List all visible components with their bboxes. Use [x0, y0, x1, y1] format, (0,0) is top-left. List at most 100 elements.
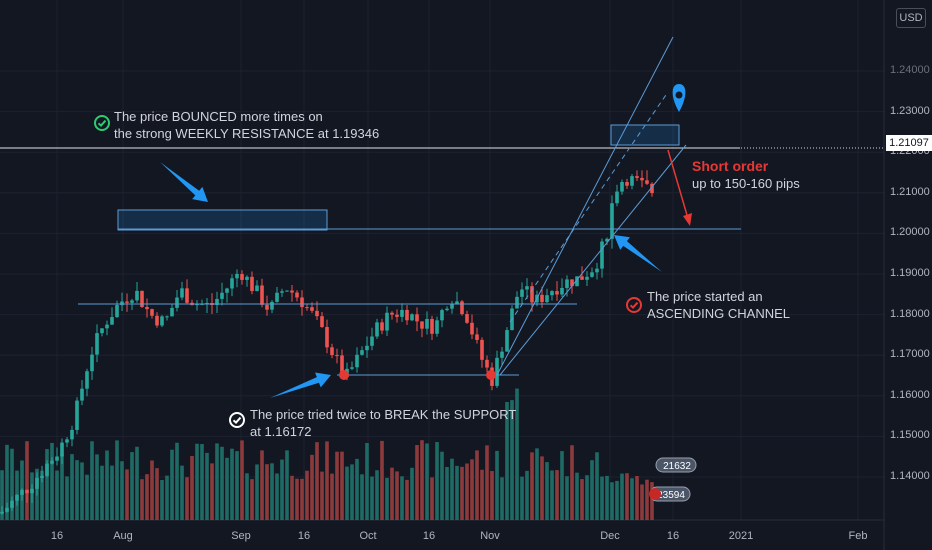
candle-body [195, 303, 199, 306]
candle-body [585, 276, 589, 280]
candle-body [10, 500, 14, 508]
candle-body [160, 316, 164, 326]
volume-bar [110, 465, 114, 520]
volume-bar [270, 463, 274, 520]
x-tick-label: Sep [231, 530, 251, 542]
volume-bar [555, 470, 559, 520]
volume-bar [65, 476, 69, 520]
volume-bar [535, 448, 539, 520]
candle-body [470, 322, 474, 335]
candle-body [465, 314, 469, 323]
volume-bar [175, 442, 179, 520]
volume-bar [105, 450, 109, 520]
volume-bar [315, 442, 319, 520]
volume-bar [370, 476, 374, 520]
candle-body [225, 288, 229, 293]
x-tick-label: 2021 [728, 530, 754, 542]
candle-body [555, 291, 559, 295]
volume-bar [5, 444, 9, 520]
currency-badge[interactable]: USD [896, 8, 926, 28]
volume-bar [220, 446, 224, 520]
short-arrow-head [683, 213, 692, 226]
volume-bar [170, 449, 174, 520]
candle-body [5, 507, 9, 512]
candle-body [565, 279, 569, 288]
candle-body [140, 290, 144, 307]
candle-body [445, 308, 449, 311]
volume-bar [430, 477, 434, 520]
candle-body [260, 285, 264, 305]
candle-body [45, 463, 49, 476]
volume-bar [460, 466, 464, 520]
x-tick-label: 16 [50, 530, 64, 542]
volume-bar [45, 449, 49, 520]
candle-body [80, 388, 84, 401]
candle-body [115, 305, 119, 318]
short-order-annotation: Short order up to 150-160 pips [692, 158, 800, 192]
volume-bar [115, 440, 119, 520]
check-circle-icon [229, 412, 245, 428]
candle-body [550, 291, 554, 296]
volume-bar [260, 450, 264, 520]
volume-bar [390, 467, 394, 520]
candle-body [325, 327, 329, 348]
candle-body [250, 276, 254, 292]
volume-bar [125, 469, 129, 520]
volume-bar [80, 462, 84, 520]
candle-body [245, 276, 249, 280]
annotation-line: The price BOUNCED more times on [114, 109, 323, 124]
volume-bar [255, 464, 259, 520]
volume-bar [440, 451, 444, 520]
volume-bar [445, 466, 449, 520]
candle-body [595, 268, 599, 273]
candle-body [605, 238, 609, 242]
volume-bar [505, 401, 509, 520]
volume-bar [195, 443, 199, 520]
candle-body [440, 310, 444, 321]
volume-bar [455, 465, 459, 520]
y-tick-label: 1.23000 [890, 104, 930, 117]
volume-bar [570, 445, 574, 520]
candle-body [215, 298, 219, 305]
volume-bar [165, 475, 169, 520]
volume-bar [240, 440, 244, 520]
volume-bar [75, 460, 79, 520]
volume-bar [10, 448, 14, 520]
volume-bar [70, 454, 74, 520]
volume-bar [575, 472, 579, 520]
volume-bar [545, 462, 549, 520]
candle-body [375, 322, 379, 337]
volume-bar [595, 452, 599, 520]
volume-bar [425, 443, 429, 520]
volume-bar [85, 474, 89, 520]
last-price-tag: 1.21097 [886, 135, 932, 151]
volume-bar [210, 463, 214, 520]
volume-bar [190, 455, 194, 520]
y-tick-label: 1.17000 [890, 348, 930, 361]
volume-bar [590, 460, 594, 520]
candle-body [230, 278, 234, 289]
volume-bar [470, 459, 474, 520]
channel-lower-line [499, 144, 687, 376]
volume-bar [465, 463, 469, 520]
volume-bar [280, 459, 284, 520]
volume-bar [245, 473, 249, 520]
candle-body [365, 345, 369, 351]
volume-bar [640, 484, 644, 520]
candle-body [545, 295, 549, 303]
candle-body [645, 180, 649, 184]
candle-body [625, 182, 629, 186]
candle-body [615, 191, 619, 204]
x-tick-label: 16 [666, 530, 680, 542]
annotation-line: The price started an [647, 289, 763, 304]
candle-body [30, 488, 34, 494]
x-tick-label: Nov [480, 530, 500, 542]
support-touch-marker [339, 370, 349, 380]
candle-body [65, 439, 69, 443]
volume-bar [320, 471, 324, 520]
candle-body [70, 429, 74, 440]
y-tick-label: 1.14000 [890, 470, 930, 482]
volume-bar [215, 443, 219, 520]
annotation-line: The price tried twice to BREAK the SUPPO… [250, 407, 517, 422]
